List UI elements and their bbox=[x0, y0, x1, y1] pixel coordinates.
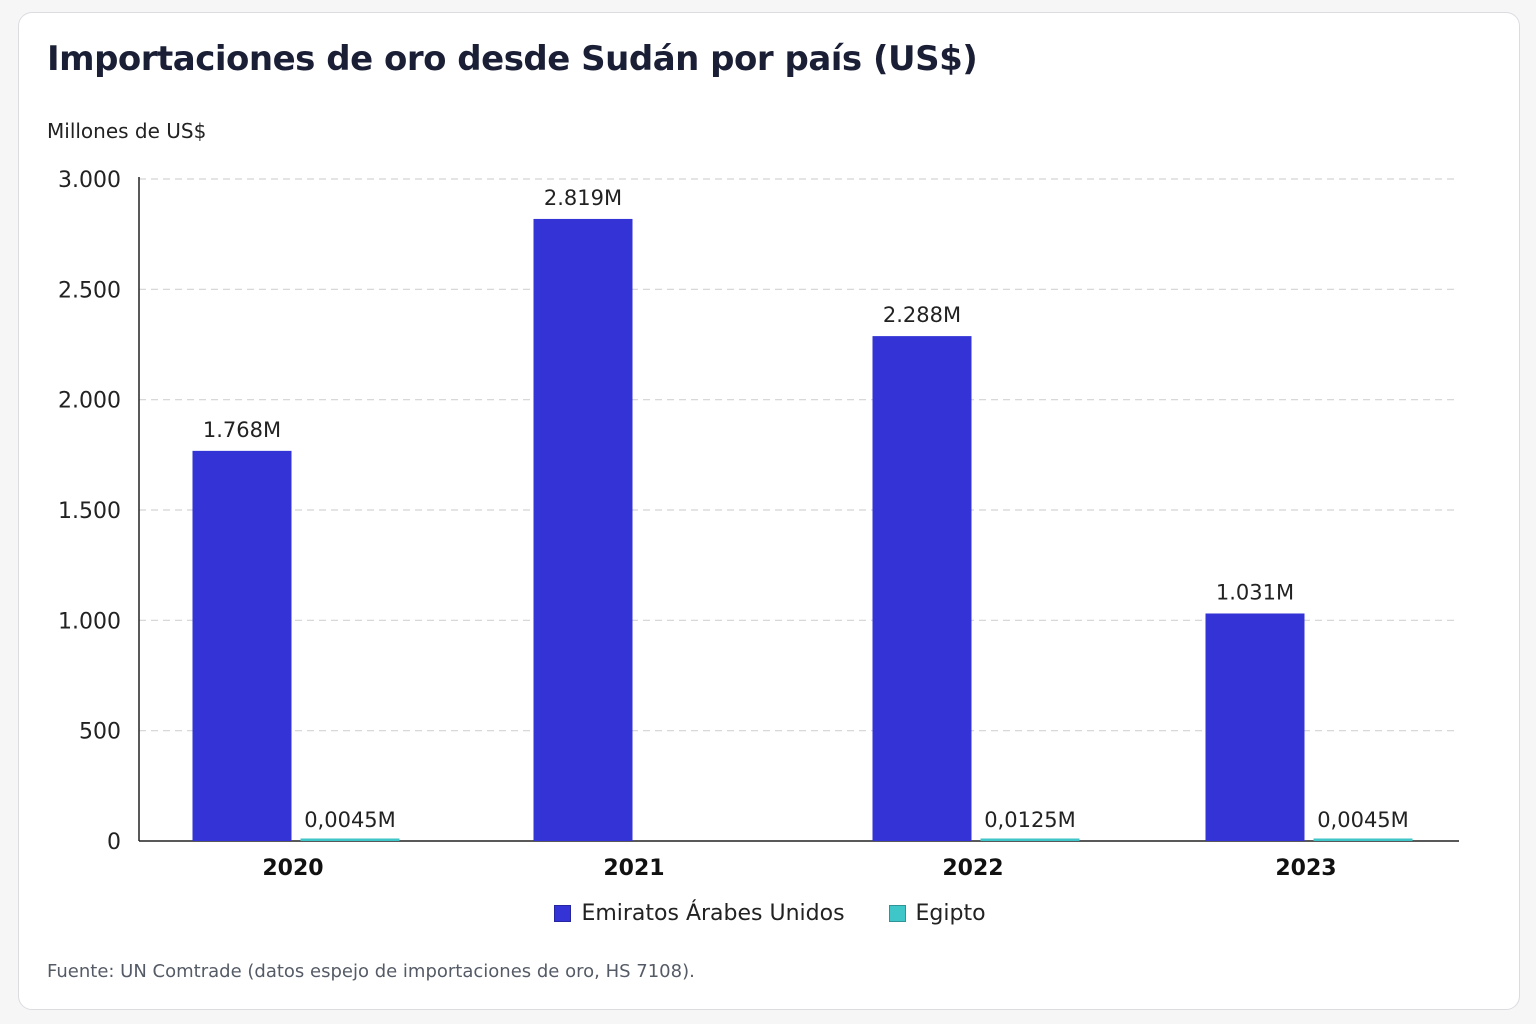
bar-egypt-2023 bbox=[1313, 838, 1413, 841]
bar-value-label: 2.819M bbox=[544, 186, 622, 210]
chart-legend: Emiratos Árabes Unidos Egipto bbox=[19, 901, 1521, 926]
bar-value-label: 0,0045M bbox=[1317, 808, 1409, 832]
y-tick-label: 2.500 bbox=[58, 278, 121, 303]
bar-uae-2022 bbox=[872, 336, 972, 841]
bar-egypt-2020 bbox=[300, 838, 400, 841]
legend-label: Emiratos Árabes Unidos bbox=[581, 901, 845, 926]
x-tick-label: 2022 bbox=[942, 856, 1003, 881]
chart-title: Importaciones de oro desde Sudán por paí… bbox=[47, 39, 978, 79]
bar-uae-2020 bbox=[192, 450, 292, 841]
legend-label: Egipto bbox=[915, 901, 986, 926]
x-tick-label: 2021 bbox=[603, 856, 664, 881]
bar-egypt-2022 bbox=[980, 838, 1080, 841]
bar-value-label: 0,0125M bbox=[984, 808, 1076, 832]
bar-uae-2021 bbox=[533, 218, 633, 841]
x-tick-label: 2020 bbox=[262, 856, 323, 881]
legend-swatch bbox=[554, 905, 572, 922]
bar-value-label: 0,0045M bbox=[304, 808, 396, 832]
legend-item-uae: Emiratos Árabes Unidos bbox=[554, 901, 845, 926]
legend-item-egypt: Egipto bbox=[888, 901, 986, 926]
y-tick-label: 3.000 bbox=[58, 168, 121, 193]
legend-swatch bbox=[888, 905, 906, 922]
chart-card: Importaciones de oro desde Sudán por paí… bbox=[18, 12, 1520, 1010]
bar-value-label: 2.288M bbox=[883, 303, 961, 327]
y-tick-label: 0 bbox=[107, 830, 121, 855]
bar-value-label: 1.031M bbox=[1216, 580, 1294, 604]
y-tick-label: 500 bbox=[79, 720, 121, 745]
y-tick-label: 2.000 bbox=[58, 389, 121, 414]
bar-chart: 0 500 1.000 1.500 2.000 2.500 3.000 1.768M 0,004… bbox=[58, 168, 1459, 881]
y-axis-unit-label: Millones de US$ bbox=[47, 119, 207, 143]
x-tick-label: 2023 bbox=[1275, 856, 1336, 881]
bar-uae-2023 bbox=[1205, 613, 1305, 841]
bar-value-label: 1.768M bbox=[203, 418, 281, 442]
y-tick-label: 1.000 bbox=[58, 609, 121, 634]
y-tick-label: 1.500 bbox=[58, 499, 121, 524]
source-note: Fuente: UN Comtrade (datos espejo de imp… bbox=[47, 961, 695, 982]
